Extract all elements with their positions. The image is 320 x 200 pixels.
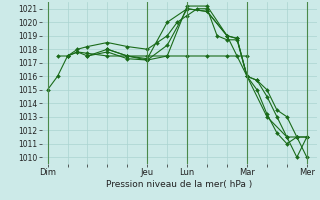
X-axis label: Pression niveau de la mer( hPa ): Pression niveau de la mer( hPa ) (106, 180, 252, 189)
